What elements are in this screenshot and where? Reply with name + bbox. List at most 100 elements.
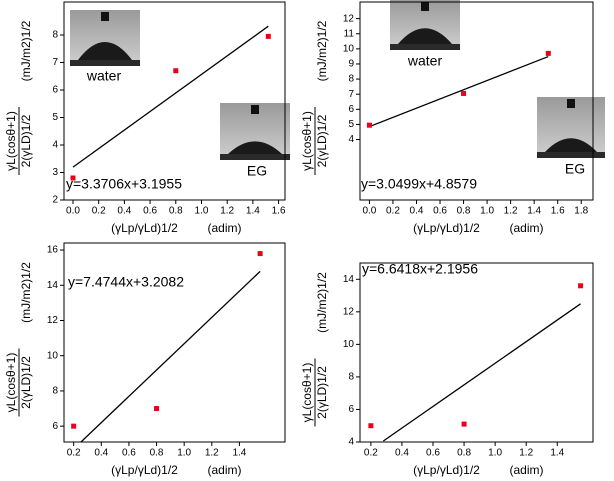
y-axis-title-top: γL(cosθ+1) — [4, 111, 18, 171]
y-axis-title-bottom: 2(γLD)1/2 — [315, 114, 329, 167]
x-tick-label: 1.4 — [246, 206, 260, 217]
x-tick-label: 1.4 — [232, 448, 246, 459]
needle — [421, 2, 429, 11]
y-axis-title-top: γL(cosθ+1) — [300, 111, 314, 171]
needle — [567, 99, 575, 108]
x-axis-title: (γLp/γLd)1/2 — [111, 463, 178, 477]
x-tick-label: 1.2 — [220, 206, 234, 217]
x-axis-title: (γLp/γLd)1/2 — [413, 221, 480, 235]
x-axis-unit: (adim) — [509, 463, 543, 477]
x-tick-label: 0.2 — [386, 206, 400, 217]
y-tick-label: 12 — [343, 13, 355, 24]
y-axis-unit: (mJ/m2)1/2 — [19, 262, 33, 323]
x-axis-title: (γLp/γLd)1/2 — [111, 221, 178, 235]
x-tick-label: 1.0 — [195, 206, 209, 217]
inset-label: water — [407, 53, 443, 69]
fit-line — [369, 55, 549, 128]
x-tick-label: 1.2 — [504, 206, 518, 217]
y-tick-label: 5 — [52, 112, 58, 123]
y-tick-label: 10 — [47, 350, 59, 361]
data-point — [154, 406, 160, 412]
x-tick-label: 0.8 — [169, 206, 183, 217]
fit-line — [72, 25, 269, 168]
y-tick-label: 14 — [343, 274, 355, 285]
inset-label: EG — [247, 163, 267, 179]
needle — [251, 105, 259, 114]
y-tick-label: 9 — [348, 59, 354, 70]
y-axis-title-top: γL(cosθ+1) — [300, 363, 314, 423]
y-axis-title-bottom: 2(γLD)1/2 — [315, 366, 329, 419]
substrate — [70, 60, 140, 66]
y-tick-label: 6 — [348, 104, 354, 115]
substrate — [537, 152, 605, 158]
x-tick-label: 1.2 — [519, 448, 533, 459]
x-tick-label: 1.4 — [550, 448, 564, 459]
x-tick-label: 0.2 — [364, 448, 378, 459]
x-tick-label: 0.6 — [433, 206, 447, 217]
y-axis-unit: (mJ/m2)1/2 — [315, 20, 329, 81]
y-tick-label: 4 — [348, 437, 354, 448]
y-tick-label: 7 — [52, 57, 58, 68]
substrate — [390, 44, 460, 50]
needle — [101, 12, 109, 21]
x-tick-label: 1.6 — [551, 206, 565, 217]
droplet — [545, 138, 597, 152]
plot-frame — [359, 1, 594, 201]
data-point — [461, 90, 467, 96]
x-tick-label: 0.8 — [150, 448, 164, 459]
droplet — [78, 42, 132, 60]
y-tick-label: 8 — [348, 74, 354, 85]
data-point — [578, 283, 584, 289]
y-axis-unit: (mJ/m2)1/2 — [19, 20, 33, 81]
y-axis-title-top: γL(cosθ+1) — [4, 353, 18, 413]
plot-frame — [359, 262, 594, 443]
x-tick-label: 0.8 — [457, 206, 471, 217]
fit-line — [382, 303, 581, 442]
fit-equation: y=7.4744x+3.2082 — [68, 274, 184, 290]
y-tick-label: 6 — [348, 404, 354, 415]
data-point — [257, 251, 263, 257]
data-point — [173, 68, 179, 74]
y-tick-label: 4 — [52, 140, 58, 151]
x-axis-unit: (adim) — [207, 221, 241, 235]
y-tick-label: 5 — [348, 119, 354, 130]
fit-equation: y=3.3706x+3.1955 — [66, 176, 182, 192]
y-tick-label: 7 — [348, 89, 354, 100]
fit-equation: y=6.6418x+2.1956 — [362, 261, 478, 277]
fit-line — [80, 270, 261, 442]
x-tick-label: 0.4 — [395, 448, 409, 459]
panel: 0.2 0.4 0.6 0.8 1.0 1.2 1.4 6 8 10 12 14 16 (γLp/γLd)… — [4, 242, 286, 477]
y-tick-label: 8 — [52, 30, 58, 41]
y-tick-label: 6 — [52, 421, 58, 432]
x-tick-label: 0.6 — [426, 448, 440, 459]
panel: 0.2 0.4 0.6 0.8 1.0 1.2 1.4 4 6 8 10 12 14 (γLp/γLd)1… — [300, 261, 594, 477]
data-point — [265, 33, 271, 39]
inset-label: water — [86, 68, 122, 84]
y-tick-label: 11 — [344, 28, 355, 39]
x-tick-label: 0.4 — [117, 206, 131, 217]
y-tick-label: 16 — [47, 245, 59, 256]
y-tick-label: 10 — [343, 339, 355, 350]
y-tick-label: 12 — [343, 306, 355, 317]
x-tick-label: 1.4 — [527, 206, 541, 217]
x-axis-unit: (adim) — [207, 463, 241, 477]
x-tick-label: 1.6 — [272, 206, 286, 217]
x-tick-label: 1.0 — [488, 448, 502, 459]
fit-equation: y=3.0499x+4.8579 — [361, 176, 477, 192]
x-tick-label: 1.0 — [480, 206, 494, 217]
x-tick-label: 0.4 — [94, 448, 108, 459]
inset-label: EG — [565, 161, 585, 177]
x-tick-label: 0.0 — [66, 206, 80, 217]
data-point — [71, 423, 77, 429]
plot-frame — [63, 1, 286, 201]
y-tick-label: 10 — [343, 43, 355, 54]
droplet — [228, 141, 282, 154]
y-axis-title-bottom: 2(γLD)1/2 — [19, 356, 33, 409]
y-tick-label: 6 — [52, 85, 58, 96]
y-tick-label: 4 — [348, 134, 354, 145]
x-tick-label: 0.8 — [457, 448, 471, 459]
y-tick-label: 8 — [52, 386, 58, 397]
x-tick-label: 0.0 — [362, 206, 376, 217]
y-tick-label: 2 — [52, 195, 58, 206]
